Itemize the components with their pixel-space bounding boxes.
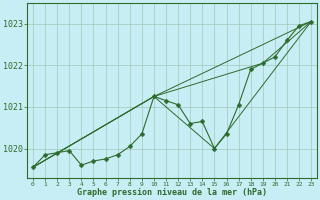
X-axis label: Graphe pression niveau de la mer (hPa): Graphe pression niveau de la mer (hPa) [77,188,267,197]
